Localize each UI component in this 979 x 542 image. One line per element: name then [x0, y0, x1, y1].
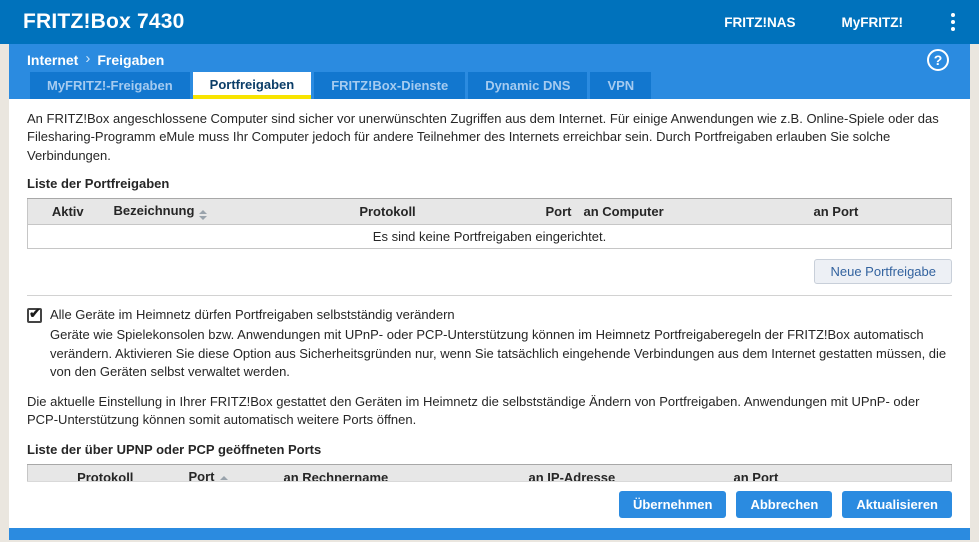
col-port: Port — [477, 198, 578, 226]
main-panel: Internet › Freigaben ? MyFRITZ!-Freigabe… — [9, 44, 970, 542]
upnp-table: Protokoll Port an Rechnername an IP-Adre… — [27, 463, 952, 481]
tab-vpn[interactable]: VPN — [590, 72, 652, 99]
col-an-port: an Port — [727, 463, 912, 481]
tab-myfritz-freigaben[interactable]: MyFRITZ!-Freigaben — [30, 72, 190, 99]
tab-fritzbox-dienste[interactable]: FRITZ!Box-Dienste — [314, 72, 466, 99]
check-icon: ✔ — [29, 305, 41, 322]
top-bar: FRITZ!Box 7430 FRITZ!NAS MyFRITZ! — [0, 0, 979, 44]
col-actions — [911, 463, 952, 481]
breadcrumb: Internet › Freigaben — [9, 44, 970, 68]
tab-dynamic-dns[interactable]: Dynamic DNS — [468, 72, 588, 99]
new-portfreigabe-row: Neue Portfreigabe — [27, 259, 952, 285]
sort-icon[interactable] — [199, 210, 208, 221]
section-divider — [27, 295, 952, 297]
upnp-checkbox-label[interactable]: Alle Geräte im Heimnetz dürfen Portfreig… — [50, 307, 455, 323]
upnp-checkbox[interactable]: ✔ — [27, 305, 42, 324]
empty-row: Es sind keine Portfreigaben eingerichtet… — [28, 225, 952, 249]
top-links: FRITZ!NAS MyFRITZ! — [724, 11, 957, 33]
device-title: FRITZ!Box 7430 — [23, 10, 185, 33]
bottom-accent-bar — [9, 528, 970, 540]
col-protokoll: Protokoll — [27, 463, 183, 481]
portfreigaben-table: Aktiv Bezeichnung Protokoll Port an Comp… — [27, 198, 952, 250]
content-main: An FRITZ!Box angeschlossene Computer sin… — [27, 99, 952, 481]
col-an-port: an Port — [807, 198, 952, 226]
upnp-heading: Liste der über UPNP oder PCP geöffneten … — [27, 441, 322, 457]
sub-header: Internet › Freigaben ? MyFRITZ!-Freigabe… — [9, 44, 970, 99]
apply-button[interactable]: Übernehmen — [618, 491, 727, 518]
footer-button-bar: Übernehmen Abbrechen Aktualisieren — [27, 481, 952, 528]
sort-icon[interactable] — [219, 475, 228, 481]
col-port: Port — [182, 463, 278, 481]
col-aktiv: Aktiv — [27, 198, 108, 226]
portfreigaben-heading: Liste der Portfreigaben — [27, 176, 170, 192]
help-icon[interactable]: ? — [927, 49, 949, 71]
intro-text: An FRITZ!Box angeschlossene Computer sin… — [27, 111, 939, 163]
fritznas-link[interactable]: FRITZ!NAS — [724, 14, 796, 30]
tab-bar: MyFRITZ!-Freigaben Portfreigaben FRITZ!B… — [30, 72, 652, 99]
portfreigaben-header-row: Aktiv Bezeichnung Protokoll Port an Comp… — [27, 198, 952, 226]
col-protokoll: Protokoll — [297, 198, 478, 226]
myfritz-link[interactable]: MyFRITZ! — [841, 14, 904, 30]
breadcrumb-internet[interactable]: Internet — [27, 51, 79, 68]
kebab-menu-icon[interactable] — [949, 11, 957, 33]
content-area: An FRITZ!Box angeschlossene Computer sin… — [9, 99, 970, 528]
col-an-ip-adresse: an IP-Adresse — [522, 463, 728, 481]
refresh-button[interactable]: Aktualisieren — [842, 491, 952, 518]
tab-portfreigaben[interactable]: Portfreigaben — [192, 72, 312, 99]
upnp-checkbox-row[interactable]: ✔ Alle Geräte im Heimnetz dürfen Portfre… — [27, 305, 952, 324]
upnp-description: Geräte wie Spielekonsolen bzw. Anwendung… — [50, 327, 947, 380]
new-portfreigabe-button[interactable]: Neue Portfreigabe — [814, 259, 952, 285]
chevron-right-icon: › — [85, 50, 91, 67]
upnp-status-text: Die aktuelle Einstellung in Ihrer FRITZ!… — [27, 393, 920, 428]
col-an-rechnername: an Rechnername — [277, 463, 523, 481]
upnp-header-row: Protokoll Port an Rechnername an IP-Adre… — [27, 463, 952, 481]
cancel-button[interactable]: Abbrechen — [736, 491, 833, 518]
breadcrumb-freigaben[interactable]: Freigaben — [97, 51, 165, 68]
col-bezeichnung: Bezeichnung — [107, 198, 298, 226]
empty-state-text: Es sind keine Portfreigaben eingerichtet… — [372, 229, 607, 245]
col-an-computer: an Computer — [577, 198, 808, 226]
